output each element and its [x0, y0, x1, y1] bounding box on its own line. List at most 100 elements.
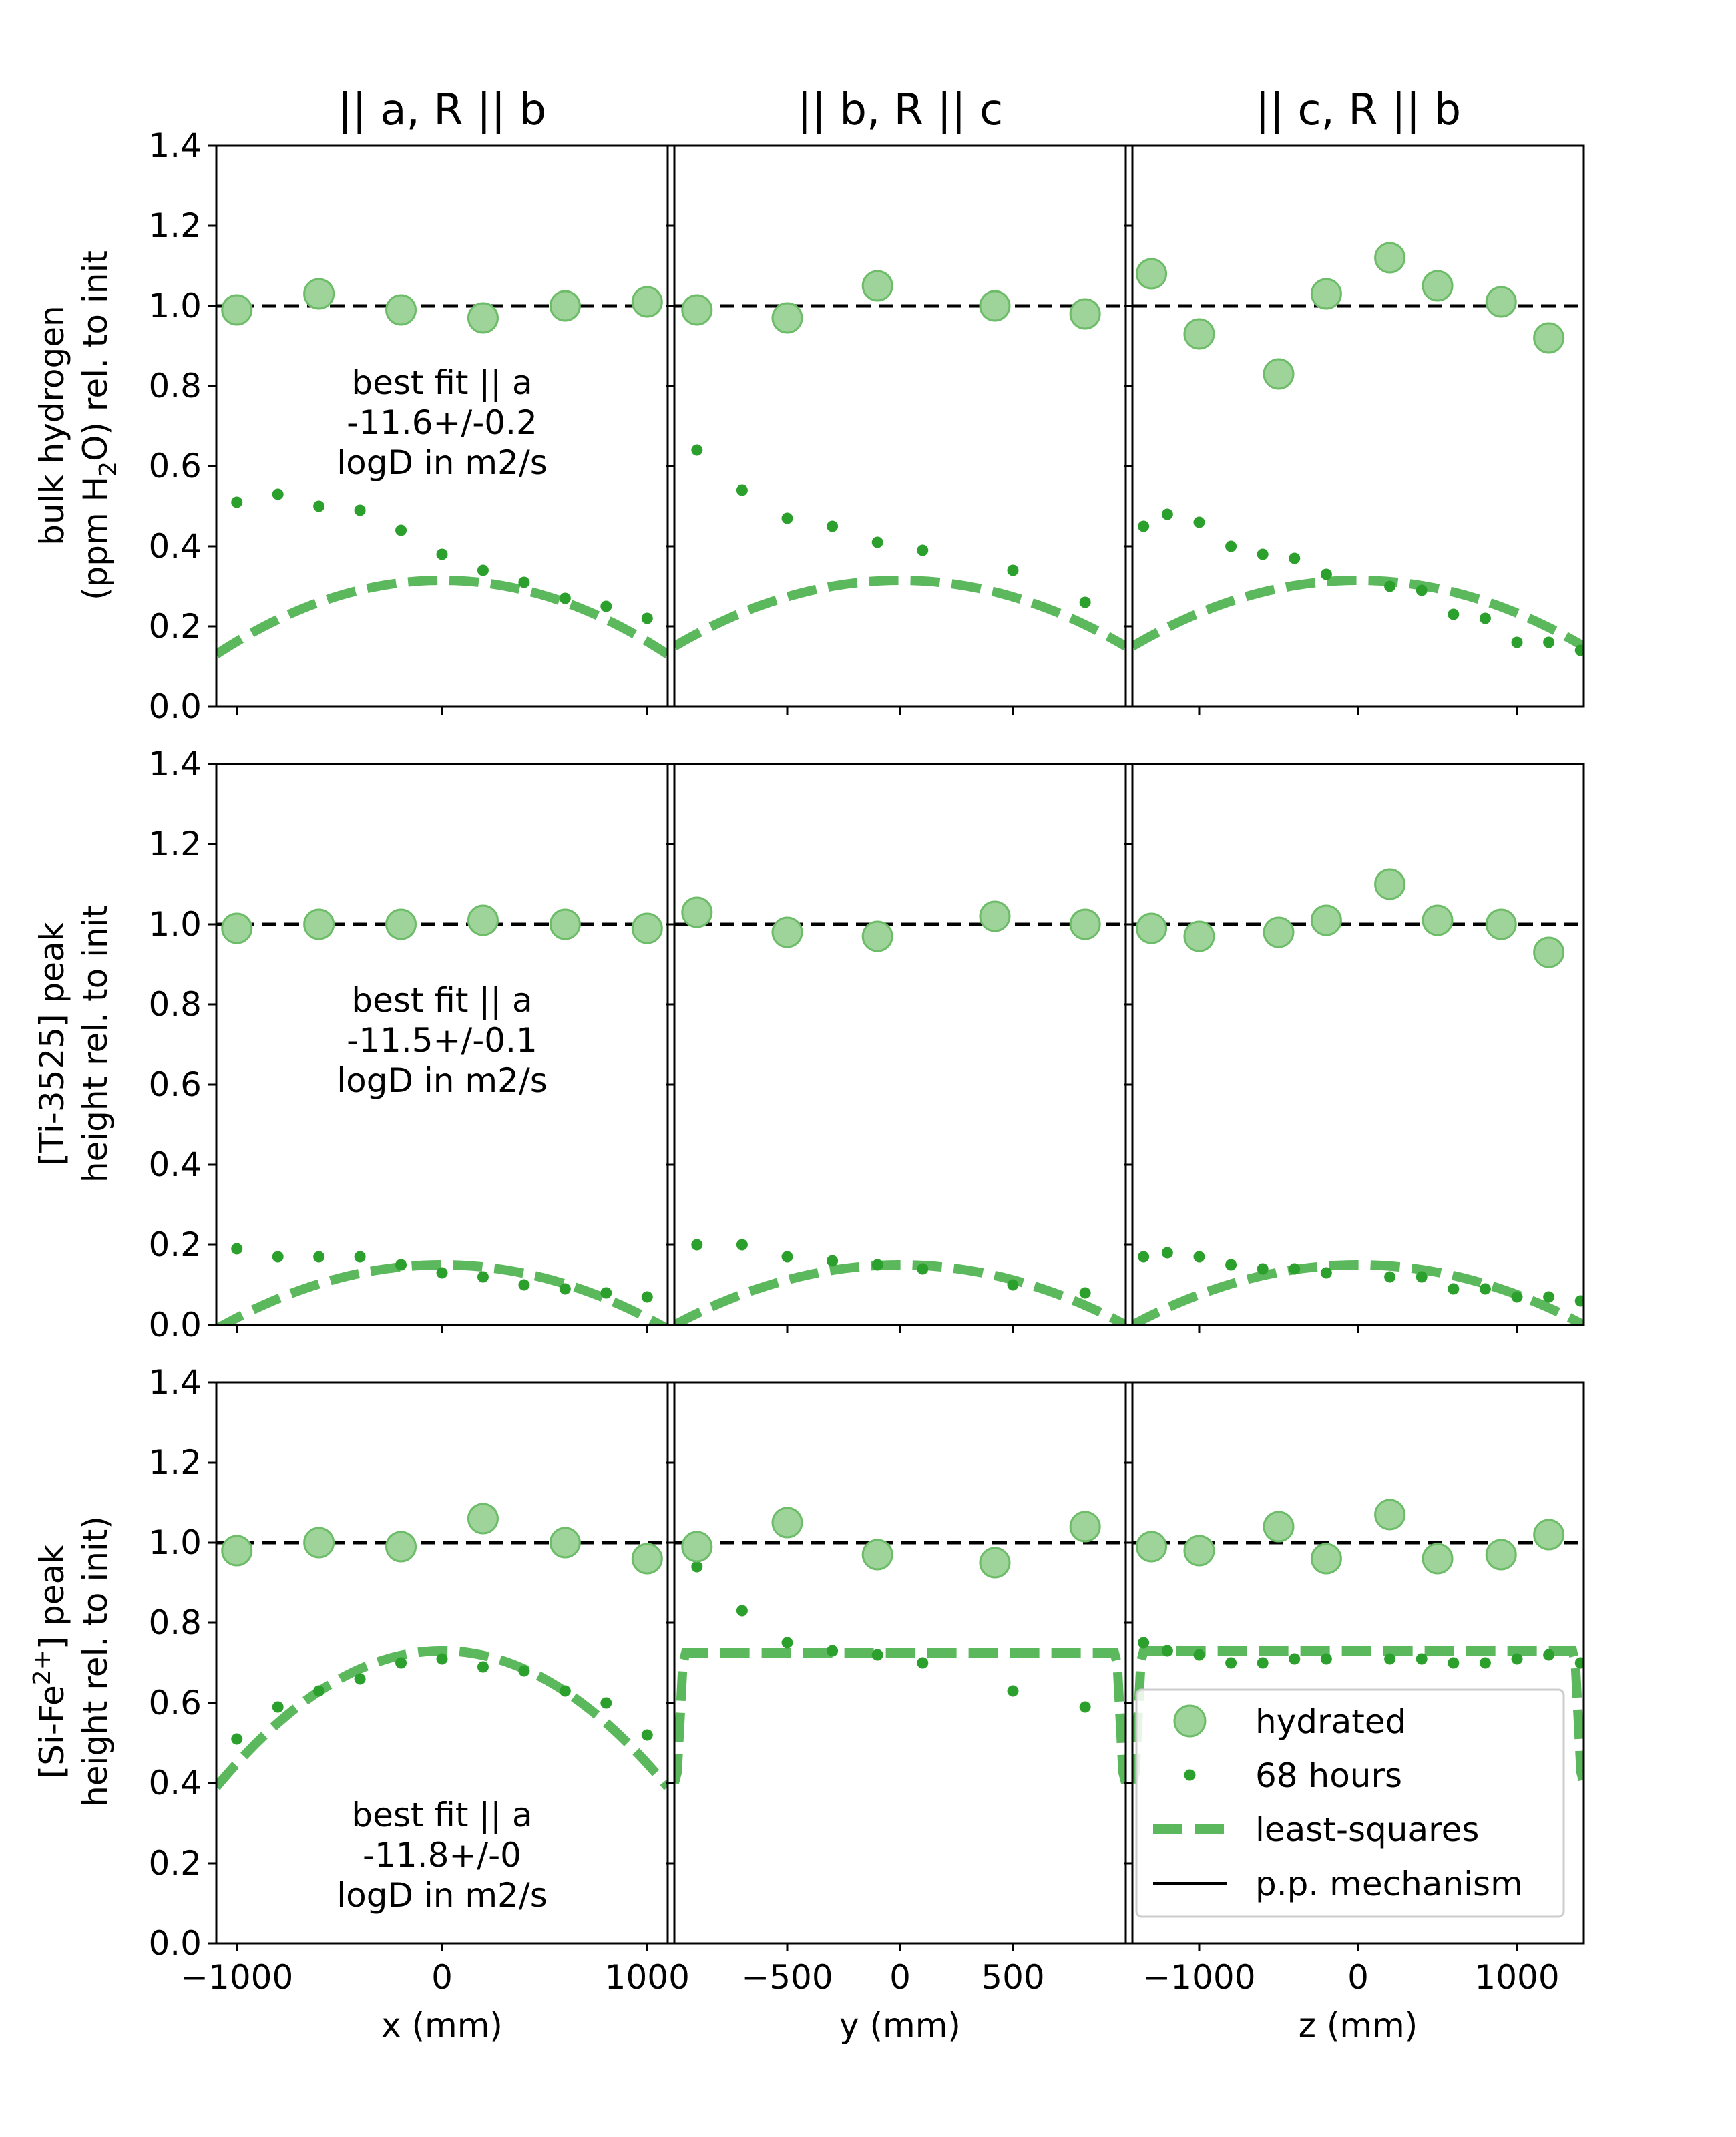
68-hours-point-r2-c1-9	[559, 1283, 571, 1295]
hydrated-point-r1-c3-1	[1136, 258, 1168, 290]
68-hours-point-r2-c3-1	[1138, 1251, 1150, 1263]
68-hours-point-r2-c1-5	[395, 1259, 407, 1271]
hydrated-point-r2-c2-4	[979, 900, 1011, 932]
68-hours-point-r1-c2-3	[781, 512, 793, 524]
68-hours-point-r3-c2-1	[691, 1561, 703, 1573]
row-label-2-line1: [Ti-3525] peak	[33, 922, 71, 1165]
plot-layer: 0.0 0.2 0.4 0.6 0.8 1.0 1.2 1.4 0.0 0.2 0.4 0.6 0.8 1…	[148, 126, 1585, 1997]
x-axis-label-3: z (mm)	[1299, 2006, 1418, 2045]
panel-r1-c3	[1124, 144, 1585, 715]
x-tick-label-r3-c3-3: 1000	[1474, 1958, 1559, 1997]
least-squares-curve-r2-c3	[1132, 1260, 1584, 1325]
68-hours-point-r2-c1-7	[477, 1271, 489, 1283]
x-tick-label-r3-c2-2: 0	[889, 1958, 911, 1997]
column-title-1: || a, R || b	[338, 85, 546, 135]
row-label-3-line1: [Si-Fe2+] peak	[29, 1545, 71, 1779]
row-label-1-line1: bulk hydrogen	[33, 305, 71, 545]
68-hours-point-r1-c3-10	[1448, 608, 1460, 620]
y-tick-label-r3-c1-6: 1.0	[148, 1523, 202, 1562]
hydrated-point-r3-c3-8	[1533, 1519, 1565, 1551]
legend: hydrated 68 hours least-squares p.p. mec…	[1135, 1688, 1565, 1918]
68-hours-point-r3-c1-1	[231, 1733, 243, 1745]
68-hours-point-r2-c3-9	[1416, 1271, 1428, 1283]
y-tick-label-r2-c1-1: 0.0	[148, 1306, 202, 1344]
column-title-2: || b, R || c	[797, 85, 1003, 135]
hydrated-point-r3-c1-3	[385, 1531, 417, 1563]
y-tick-label-r3-c1-7: 1.2	[148, 1443, 202, 1482]
hydrated-point-r1-c1-3	[385, 294, 417, 326]
hydrated-point-r3-c3-4	[1310, 1543, 1342, 1575]
panel-r2-c1: 0.0 0.2 0.4 0.6 0.8 1.0 1.2 1.4	[148, 745, 669, 1344]
68-hours-point-r2-c1-2	[272, 1251, 284, 1263]
68-hours-point-r2-c3-5	[1257, 1263, 1269, 1275]
hydrated-point-r2-c1-5	[549, 908, 581, 940]
hydrated-point-r2-c3-4	[1310, 904, 1342, 936]
68-hours-point-r1-c3-11	[1479, 612, 1491, 624]
68-hours-point-r1-c2-4	[827, 520, 839, 532]
68-hours-point-r1-c1-5	[395, 524, 407, 536]
hydrated-point-r1-c2-1	[681, 294, 713, 326]
hydrated-point-r3-c3-7	[1485, 1539, 1517, 1571]
panel-content-r1-c3	[1132, 242, 1584, 656]
x-tick-label-r3-c2-1: −500	[741, 1958, 833, 1997]
annotation-row-2-line3: logD in m2/s	[337, 1061, 548, 1100]
hydrated-point-r2-c2-2	[771, 916, 803, 948]
68-hours-point-r3-c1-3	[313, 1685, 325, 1697]
68-hours-point-r1-c1-6	[436, 548, 448, 560]
least-squares-curve-r3-c1	[216, 1646, 668, 1790]
68-hours-point-r2-c2-4	[827, 1255, 839, 1267]
annotation-row-1-line2: -11.6+/-0.2	[347, 403, 537, 442]
68-hours-point-r3-c3-14	[1574, 1657, 1584, 1669]
x-tick-label-r3-c1-3: 1000	[605, 1958, 690, 1997]
68-hours-point-r3-c3-13	[1543, 1649, 1555, 1661]
68-hours-point-r2-c3-7	[1320, 1267, 1332, 1279]
68-hours-point-r2-c1-8	[518, 1279, 530, 1291]
annotation-row-1-line1: best fit || a	[351, 363, 532, 402]
68-hours-point-r3-c3-3	[1193, 1649, 1205, 1661]
least-squares-curve-r1-c2	[674, 576, 1126, 651]
68-hours-point-r2-c3-13	[1543, 1291, 1555, 1303]
68-hours-point-r3-c3-2	[1161, 1645, 1173, 1657]
y-tick-label-r1-c1-8: 1.4	[148, 126, 202, 165]
y-tick-label-r3-c1-5: 0.8	[148, 1603, 202, 1642]
panel-r3-c1: 0.0 0.2 0.4 0.6 0.8 1.0 1.2 1.4 −1000 0 1000	[148, 1363, 689, 1997]
68-hours-point-r2-c2-2	[736, 1239, 748, 1251]
hydrated-point-r3-c1-2	[303, 1527, 335, 1559]
hydrated-point-r2-c3-7	[1485, 908, 1517, 940]
hydrated-point-r2-c3-2	[1183, 920, 1215, 952]
hydrated-point-r3-c1-5	[549, 1527, 581, 1559]
row-label-1-line2: (ppm H2O) rel. to init	[76, 250, 122, 600]
68-hours-point-r3-c1-9	[559, 1685, 571, 1697]
panel-content-r3-c3	[1132, 1499, 1584, 1784]
hydrated-point-r1-c1-4	[467, 302, 499, 334]
68-hours-point-r2-c1-11	[641, 1291, 653, 1303]
hydrated-point-r3-c2-2	[771, 1507, 803, 1539]
68-hours-point-r3-c3-8	[1384, 1653, 1396, 1665]
68-hours-point-r1-c1-3	[313, 500, 325, 512]
68-hours-point-r3-c2-8	[1079, 1701, 1091, 1713]
legend-least-squares-label: least-squares	[1255, 1810, 1479, 1849]
x-tick-label-r3-c1-2: 0	[431, 1958, 453, 1997]
hydrated-point-r2-c3-8	[1533, 936, 1565, 968]
68-hours-point-r1-c3-8	[1384, 580, 1396, 592]
legend-frame	[1135, 1688, 1565, 1918]
68-hours-point-r1-c3-14	[1574, 644, 1584, 656]
68-hours-point-r1-c3-6	[1289, 552, 1301, 564]
68-hours-point-r2-c2-1	[691, 1239, 703, 1251]
hydrated-point-r3-c1-4	[467, 1503, 499, 1535]
panel-content-r2-c2	[674, 896, 1126, 1325]
68-hours-point-r3-c3-10	[1448, 1657, 1460, 1669]
68-hours-point-r3-c2-7	[1007, 1685, 1019, 1697]
68-hours-point-r3-c3-9	[1416, 1653, 1428, 1665]
hydrated-point-r1-c3-4	[1310, 278, 1342, 310]
68-hours-point-r2-c3-10	[1448, 1283, 1460, 1295]
68-hours-point-r3-c1-8	[518, 1665, 530, 1677]
y-tick-label-r2-c1-3: 0.4	[148, 1145, 202, 1184]
68-hours-point-r1-c1-11	[641, 612, 653, 624]
hydrated-point-r1-c3-7	[1485, 286, 1517, 318]
68-hours-point-r1-c1-9	[559, 592, 571, 604]
hydrated-point-r2-c3-3	[1263, 916, 1295, 948]
y-tick-label-r1-c1-2: 0.2	[148, 607, 202, 646]
legend-68h-marker	[1184, 1769, 1196, 1781]
annotation-row-1: best fit || a -11.6+/-0.2 logD in m2/s	[337, 363, 548, 482]
